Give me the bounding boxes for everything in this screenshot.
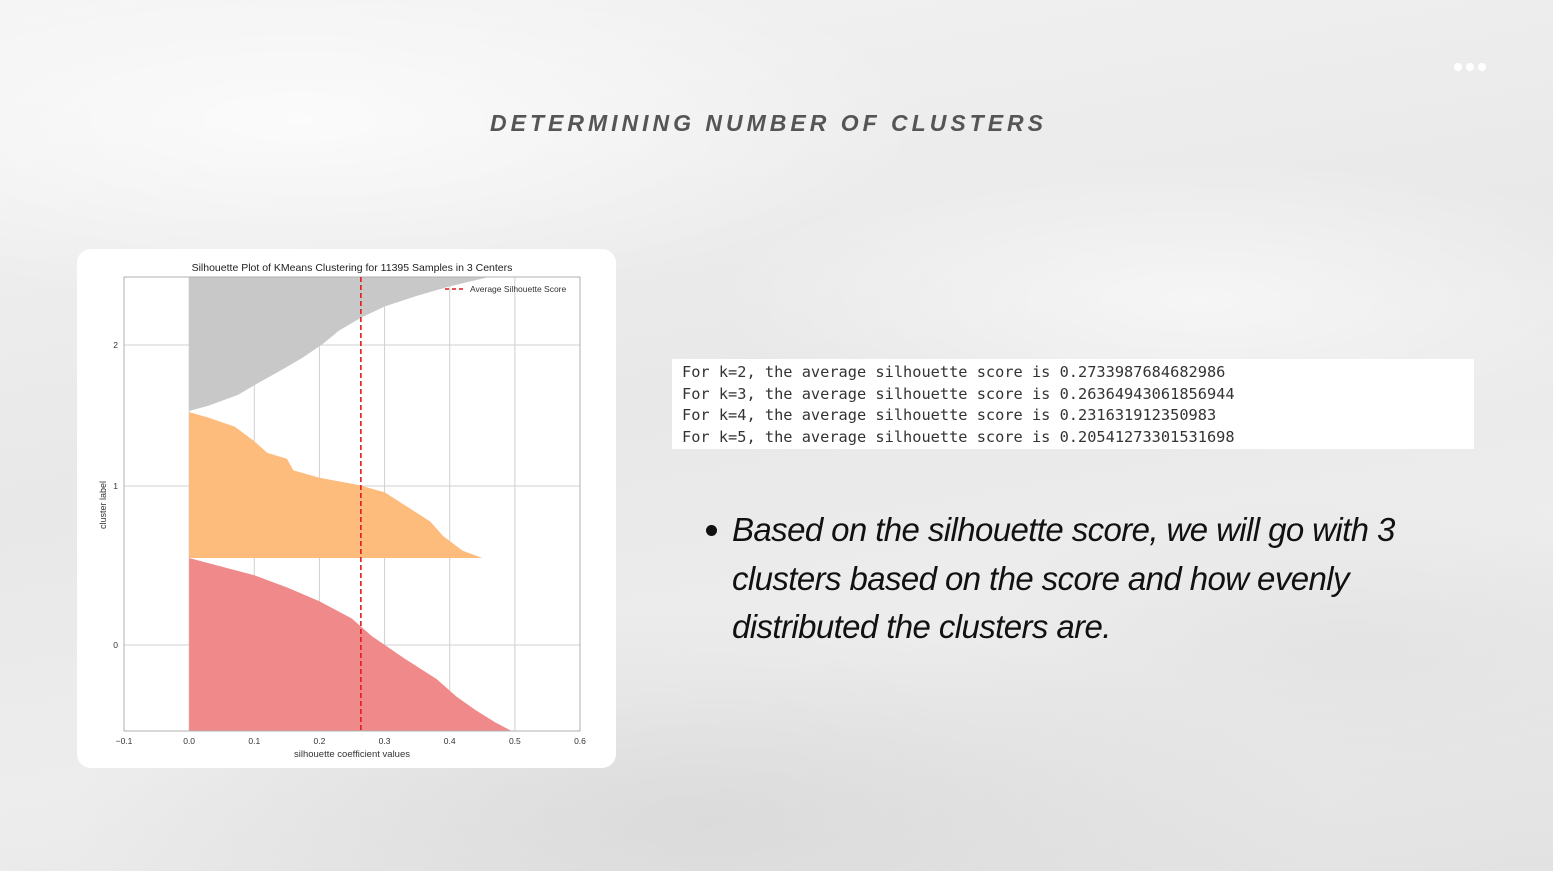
cluster-1-area	[189, 412, 483, 558]
x-tick-label: 0.3	[379, 736, 391, 746]
y-tick-label: 2	[113, 340, 118, 350]
x-tick-label: 0.4	[444, 736, 456, 746]
score-line: For k=5, the average silhouette score is…	[682, 427, 1235, 446]
dot	[1466, 63, 1474, 71]
x-tick-label: 0.5	[509, 736, 521, 746]
silhouette-score-output: For k=2, the average silhouette score is…	[672, 359, 1474, 449]
legend-label: Average Silhouette Score	[470, 284, 567, 294]
bullet-dot-icon	[706, 525, 717, 536]
x-axis-label: silhouette coefficient values	[294, 749, 410, 760]
x-tick-label: 0.1	[248, 736, 260, 746]
y-tick-label: 0	[113, 640, 118, 650]
x-tick-label: 0.2	[314, 736, 326, 746]
y-tick-label: 1	[113, 481, 118, 491]
x-tick-label: −0.1	[116, 736, 133, 746]
score-line: For k=4, the average silhouette score is…	[682, 406, 1217, 424]
silhouette-chart-card: Average Silhouette Score Silhouette Plot…	[77, 249, 616, 768]
silhouette-chart: Average Silhouette Score Silhouette Plot…	[98, 262, 586, 760]
chart-title: Silhouette Plot of KMeans Clustering for…	[192, 262, 513, 274]
score-line: For k=3, the average silhouette score is…	[682, 384, 1235, 403]
slide-title: DETERMINING NUMBER OF CLUSTERS	[490, 110, 1047, 136]
plot-border	[123, 276, 581, 732]
x-tick-label: 0.0	[183, 736, 195, 746]
conclusion-bullet: Based on the silhouette score, we will g…	[706, 506, 1426, 652]
dot	[1454, 63, 1462, 71]
cluster-areas	[189, 277, 512, 731]
more-dots-icon[interactable]	[1454, 62, 1490, 72]
score-line: For k=2, the average silhouette score is…	[682, 363, 1226, 381]
chart-labels: Silhouette Plot of KMeans Clustering for…	[98, 262, 586, 760]
average-line-group: Average Silhouette Score	[360, 277, 567, 731]
x-tick-label: 0.6	[574, 736, 586, 746]
cluster-2-area	[189, 277, 489, 411]
conclusion-text: Based on the silhouette score, we will g…	[732, 511, 1395, 645]
cluster-0-area	[189, 558, 512, 731]
plot-frame	[123, 276, 581, 732]
y-axis-label: cluster label	[98, 481, 108, 529]
dot	[1478, 63, 1486, 71]
